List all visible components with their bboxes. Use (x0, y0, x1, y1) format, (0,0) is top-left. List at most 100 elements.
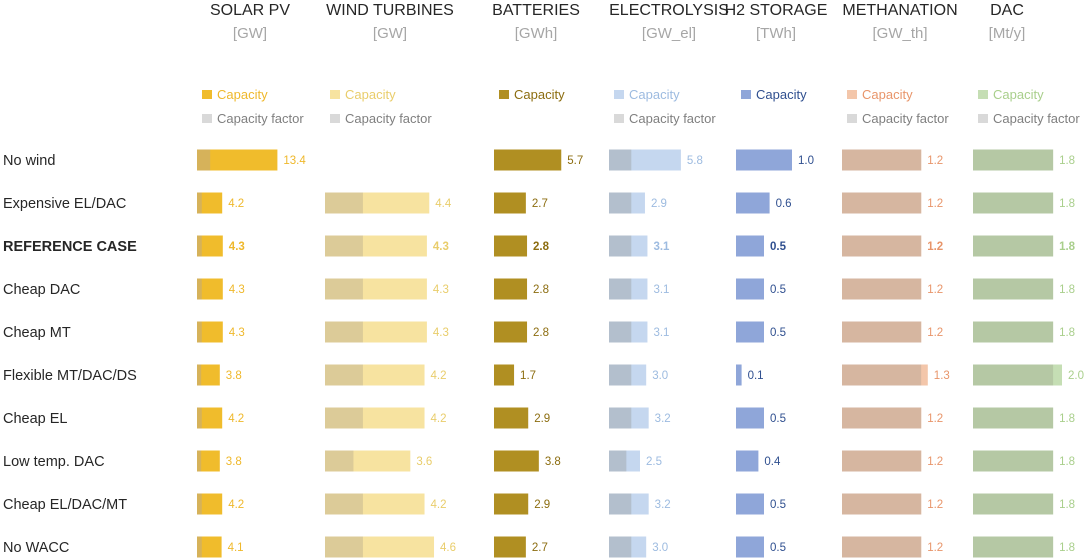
bar-cf-dac-7 (973, 450, 1054, 472)
value-label-dac-4: 1.8 (1059, 327, 1075, 339)
bar-cf-mt-4 (842, 321, 922, 343)
value-label-dac-7: 1.8 (1059, 456, 1075, 468)
legend-label-capacity-pv: Capacity (217, 87, 268, 102)
value-label-h2-9: 0.5 (770, 542, 786, 554)
row-label-5: Flexible MT/DAC/DS (3, 368, 137, 384)
value-label-wind-8: 4.2 (431, 499, 447, 511)
value-label-pv-4: 4.3 (229, 327, 245, 339)
value-label-bat-7: 3.8 (545, 456, 561, 468)
legend-swatch-capacity-mt (847, 90, 857, 99)
bar-capacity-h2-5 (736, 364, 742, 386)
value-label-mt-4: 1.2 (927, 327, 943, 339)
value-label-mt-0: 1.2 (927, 155, 943, 167)
legend-label-cf-mt: Capacity factor (862, 111, 949, 126)
value-label-bat-1: 2.7 (532, 198, 548, 210)
column-header-el: ELECTROLYSIS (609, 2, 729, 19)
bar-capacity-pv-4 (197, 321, 223, 343)
column-unit-mt: [GW_th] (872, 25, 927, 42)
bar-capacity-bat-5 (494, 364, 515, 386)
bar-capacity-bat-4 (494, 321, 528, 343)
bar-cf-wind-2 (325, 235, 363, 257)
row-label-9: No WACC (3, 540, 69, 556)
bar-cf-el-6 (609, 407, 632, 429)
value-label-dac-3: 1.8 (1059, 284, 1075, 296)
value-label-bat-3: 2.8 (533, 284, 549, 296)
legend-swatch-cf-dac (978, 114, 988, 123)
bar-capacity-pv-8 (197, 493, 223, 515)
bar-cf-dac-4 (973, 321, 1054, 343)
value-label-h2-2: 0.5 (770, 241, 787, 253)
bar-cf-wind-3 (325, 278, 363, 300)
value-label-pv-0: 13.4 (283, 155, 306, 167)
bar-cf-dac-1 (973, 192, 1054, 214)
value-label-mt-5: 1.3 (934, 370, 950, 382)
value-label-pv-5: 3.8 (226, 370, 242, 382)
legend-label-capacity-h2: Capacity (756, 87, 807, 102)
value-label-mt-6: 1.2 (927, 413, 943, 425)
value-label-el-3: 3.1 (653, 284, 669, 296)
legend-label-cf-dac: Capacity factor (993, 111, 1080, 126)
bar-capacity-bat-7 (494, 450, 539, 472)
value-label-pv-6: 4.2 (228, 413, 244, 425)
value-label-wind-9: 4.6 (440, 542, 456, 554)
row-label-6: Cheap EL (3, 411, 68, 427)
legend-label-cf-pv: Capacity factor (217, 111, 304, 126)
bar-capacity-h2-0 (736, 149, 792, 171)
bar-cf-wind-9 (325, 536, 363, 558)
value-label-mt-1: 1.2 (927, 198, 943, 210)
bar-capacity-h2-2 (736, 235, 764, 257)
value-label-el-0: 5.8 (687, 155, 703, 167)
bar-cf-pv-9 (197, 536, 202, 558)
bar-cf-pv-2 (197, 235, 202, 257)
bar-cf-dac-3 (973, 278, 1054, 300)
bar-capacity-h2-6 (736, 407, 764, 429)
bar-cf-wind-4 (325, 321, 363, 343)
column-header-mt: METHANATION (842, 2, 957, 19)
row-label-0: No wind (3, 153, 55, 169)
legend-swatch-capacity-dac (978, 90, 988, 99)
bar-cf-pv-1 (197, 192, 202, 214)
bar-cf-dac-2 (973, 235, 1054, 257)
value-label-mt-9: 1.2 (927, 542, 943, 554)
bar-cf-pv-6 (197, 407, 202, 429)
value-label-wind-6: 4.2 (431, 413, 447, 425)
bar-capacity-pv-9 (197, 536, 222, 558)
bar-cf-el-8 (609, 493, 632, 515)
legend-label-cf-wind: Capacity factor (345, 111, 432, 126)
bar-cf-mt-2 (842, 235, 922, 257)
legend-label-capacity-mt: Capacity (862, 87, 913, 102)
legend-label-capacity-el: Capacity (629, 87, 680, 102)
bar-cf-dac-5 (973, 364, 1054, 386)
value-label-h2-3: 0.5 (770, 284, 786, 296)
bar-capacity-pv-3 (197, 278, 223, 300)
bar-cf-wind-7 (325, 450, 354, 472)
column-unit-h2: [TWh] (756, 25, 796, 42)
value-label-el-8: 3.2 (655, 499, 671, 511)
value-label-el-9: 3.0 (652, 542, 668, 554)
bar-cf-el-3 (609, 278, 632, 300)
value-label-dac-5: 2.0 (1068, 370, 1084, 382)
value-label-el-1: 2.9 (651, 198, 667, 210)
bar-cf-mt-3 (842, 278, 922, 300)
bar-cf-mt-5 (842, 364, 922, 386)
bar-cf-el-2 (609, 235, 632, 257)
bar-cf-dac-9 (973, 536, 1054, 558)
bar-capacity-bat-9 (494, 536, 526, 558)
bar-cf-pv-8 (197, 493, 202, 515)
row-label-3: Cheap DAC (3, 282, 80, 298)
value-label-pv-9: 4.1 (228, 542, 244, 554)
bar-capacity-h2-1 (736, 192, 770, 214)
value-label-wind-4: 4.3 (433, 327, 449, 339)
value-label-dac-0: 1.8 (1059, 155, 1075, 167)
value-label-bat-9: 2.7 (532, 542, 548, 554)
bar-capacity-pv-6 (197, 407, 223, 429)
legend-swatch-capacity-bat (499, 90, 509, 99)
value-label-mt-3: 1.2 (927, 284, 943, 296)
bar-cf-mt-0 (842, 149, 922, 171)
value-label-wind-3: 4.3 (433, 284, 449, 296)
bar-cf-el-4 (609, 321, 632, 343)
value-label-bat-2: 2.8 (533, 241, 550, 253)
value-label-pv-2: 4.3 (229, 241, 245, 253)
bar-cf-mt-6 (842, 407, 922, 429)
